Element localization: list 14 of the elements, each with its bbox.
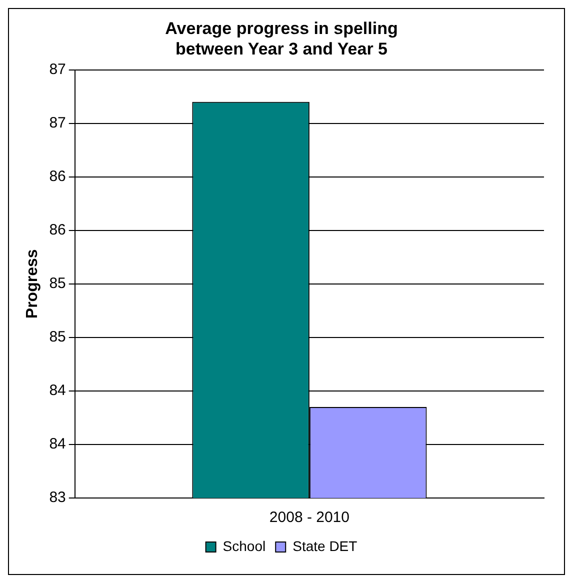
legend-label: School: [222, 538, 266, 554]
y-tick-label: 87: [49, 60, 66, 78]
y-tick-label: 87: [49, 114, 66, 132]
y-tick-label: 85: [49, 328, 66, 346]
chart-title: Average progress in spelling between Year 3 and Year 5: [165, 18, 398, 58]
y-tick-label: 86: [49, 222, 66, 239]
y-tick-label: 84: [49, 382, 66, 400]
y-tick-label: 85: [49, 275, 66, 292]
y-tick-label: 86: [49, 168, 66, 185]
x-tick-label: 2008 - 2010: [269, 509, 350, 526]
y-axis-title: Progress: [24, 249, 42, 319]
legend-label: State DET: [292, 538, 358, 554]
y-tick-label: 83: [49, 489, 66, 506]
y-tick-label: 84: [49, 436, 66, 453]
